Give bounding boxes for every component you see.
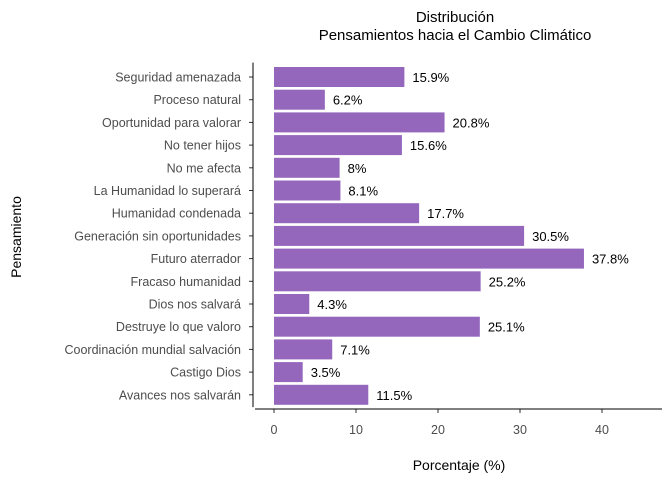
bar-value-label: 25.2% bbox=[489, 274, 526, 289]
x-tick-label: 20 bbox=[431, 423, 445, 437]
bar-value-label: 7.1% bbox=[340, 342, 370, 357]
bar-value-label: 11.5% bbox=[376, 388, 412, 403]
bar bbox=[274, 384, 369, 405]
y-tick-label: Oportunidad para valorar bbox=[102, 116, 241, 130]
bar-value-label: 17.7% bbox=[427, 206, 464, 221]
bar bbox=[274, 203, 420, 224]
bar-value-label: 8.1% bbox=[348, 184, 378, 199]
bar-value-label: 15.9% bbox=[412, 70, 449, 85]
y-tick-label: No tener hijos bbox=[164, 139, 241, 153]
y-tick-label: Avances nos salvarán bbox=[119, 388, 241, 402]
chart-title-line2: Pensamientos hacia el Cambio Climático bbox=[319, 27, 592, 44]
y-tick-label: Futuro aterrador bbox=[151, 252, 241, 266]
y-tick-label: Fracaso humanidad bbox=[131, 275, 242, 289]
bar bbox=[274, 89, 325, 110]
bar bbox=[274, 67, 405, 87]
y-tick-label: Coordinación mundial salvación bbox=[65, 343, 242, 357]
bar bbox=[274, 225, 525, 246]
x-ticks: 0 10 20 30 40 bbox=[271, 409, 609, 437]
bar-value-label: 3.5% bbox=[311, 365, 341, 380]
y-axis-title: Pensamiento bbox=[8, 196, 24, 278]
x-axis-title: Porcentaje (%) bbox=[413, 457, 506, 473]
bar bbox=[274, 180, 341, 201]
bar bbox=[274, 339, 333, 360]
bar-value-label: 8% bbox=[348, 161, 367, 176]
bar-value-label: 20.8% bbox=[453, 115, 490, 130]
x-tick-label: 40 bbox=[595, 423, 609, 437]
x-tick-label: 30 bbox=[513, 423, 527, 437]
bar bbox=[274, 316, 480, 337]
bar-value-label: 6.2% bbox=[333, 93, 363, 108]
bar bbox=[274, 135, 402, 156]
bar-value-label: 30.5% bbox=[532, 229, 569, 244]
bar bbox=[274, 294, 310, 314]
bar bbox=[274, 248, 584, 269]
bar-value-label: 4.3% bbox=[317, 297, 347, 312]
y-tick-label: Generación sin oportunidades bbox=[74, 229, 241, 243]
bar-value-label: 25.1% bbox=[488, 320, 525, 335]
bar bbox=[274, 271, 481, 292]
y-tick-label: La Humanidad lo superará bbox=[94, 184, 241, 198]
y-tick-label: Destruye lo que valoro bbox=[116, 320, 241, 334]
y-tick-label: Humanidad condenada bbox=[112, 207, 241, 221]
bar bbox=[274, 362, 303, 383]
bars-group: 15.9% 6.2% 20.8% 15.6% 8% 8.1% 17.7% 30.5% 37.8%… bbox=[274, 67, 629, 405]
y-tick-label: Dios nos salvará bbox=[149, 298, 241, 312]
bar-value-label: 15.6% bbox=[410, 138, 447, 153]
y-tick-label: Castigo Dios bbox=[170, 366, 241, 380]
x-tick-label: 0 bbox=[271, 423, 278, 437]
bar bbox=[274, 112, 445, 133]
y-tick-label: Seguridad amenazada bbox=[115, 71, 241, 85]
bar-value-label: 37.8% bbox=[592, 252, 629, 267]
y-tick-labels: Seguridad amenazada Proceso natural Oportu… bbox=[65, 71, 253, 402]
y-tick-label: No me afecta bbox=[167, 161, 241, 175]
y-tick-label: Proceso natural bbox=[153, 93, 241, 107]
x-tick-label: 10 bbox=[349, 423, 363, 437]
bar bbox=[274, 157, 340, 178]
chart-title-line1: Distribución bbox=[416, 9, 494, 26]
